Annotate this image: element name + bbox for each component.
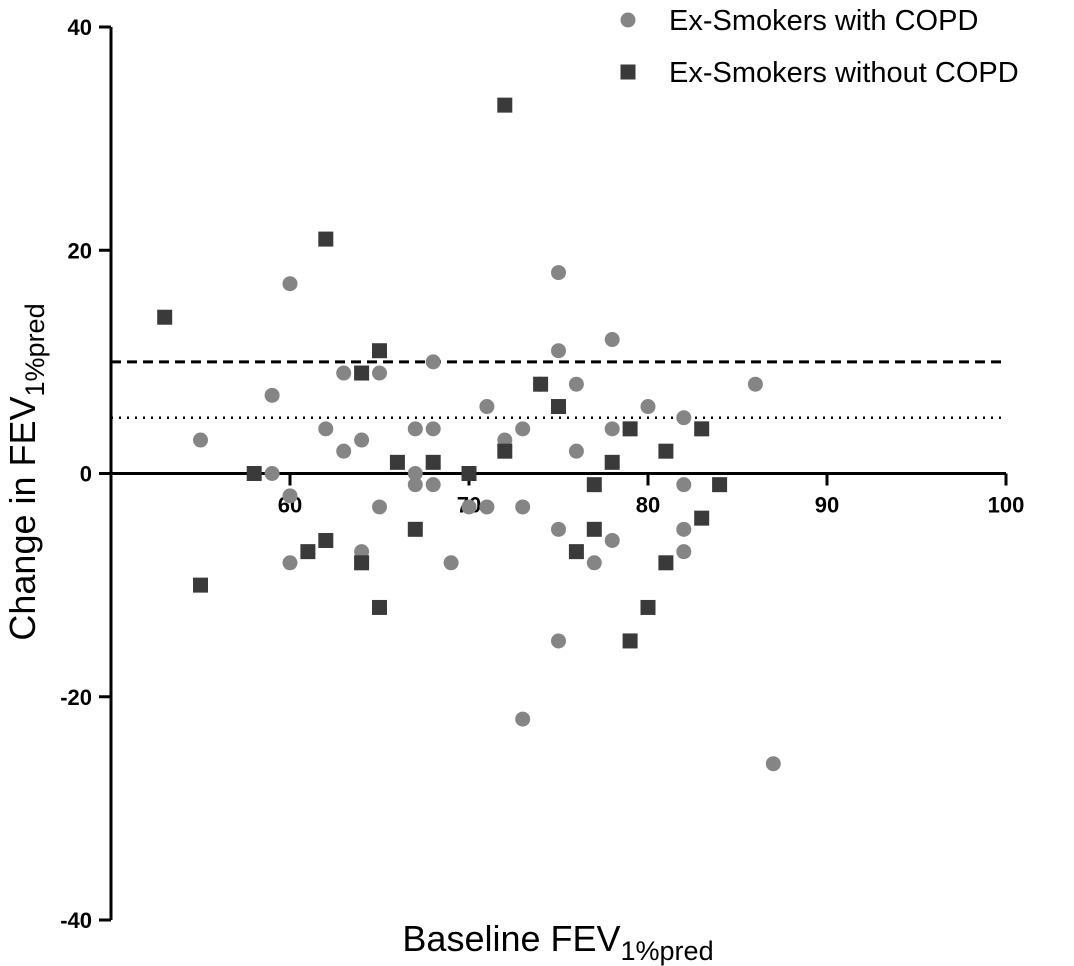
- point-series-1: [282, 276, 298, 292]
- point-series-1: [264, 387, 280, 403]
- point-series-1: [551, 265, 566, 281]
- y-tick-label: 0: [80, 462, 92, 487]
- point-series-2: [694, 510, 710, 526]
- point-series-1: [407, 421, 423, 437]
- point-series-1: [604, 421, 620, 437]
- point-series-2: [622, 421, 638, 437]
- point-series-2: [372, 599, 387, 615]
- point-series-2: [407, 521, 423, 537]
- x-axis-title: Baseline FEV1%pred: [402, 918, 713, 966]
- point-series-1: [765, 756, 781, 772]
- x-tick-label: 100: [988, 493, 1025, 518]
- point-series-2: [389, 454, 405, 470]
- y-tick-label: 20: [68, 238, 92, 263]
- point-series-2: [658, 555, 674, 571]
- legend-marker-square: [620, 64, 636, 80]
- point-series-1: [407, 477, 423, 493]
- y-tick-label: -40: [60, 908, 92, 933]
- point-series-1: [568, 443, 584, 459]
- axes: [109, 27, 1006, 920]
- point-series-1: [551, 521, 566, 537]
- legend-label: Ex-Smokers with COPD: [669, 5, 978, 37]
- y-tick-label: 40: [68, 15, 92, 40]
- point-series-2: [354, 555, 370, 571]
- point-series-2: [694, 421, 710, 437]
- point-series-2: [318, 231, 334, 247]
- reference-lines: [111, 360, 1006, 419]
- point-series-1: [443, 555, 459, 571]
- point-series-1: [479, 399, 495, 415]
- x-tick-label: 90: [815, 493, 839, 518]
- point-series-1: [425, 354, 441, 370]
- point-series-1: [318, 421, 334, 437]
- point-series-1: [479, 499, 495, 515]
- y-tick-label: -20: [60, 685, 92, 710]
- point-series-2: [461, 466, 477, 481]
- point-series-2: [586, 477, 602, 493]
- point-series-1: [264, 466, 280, 481]
- point-series-1: [604, 532, 620, 548]
- x-tick-label: 80: [636, 493, 660, 518]
- point-series-2: [246, 466, 262, 481]
- point-series-1: [586, 555, 602, 571]
- point-series-1: [372, 499, 387, 515]
- point-series-2: [497, 97, 513, 113]
- point-series-2: [604, 454, 620, 470]
- data-points: [157, 97, 781, 772]
- point-series-2: [354, 365, 370, 381]
- point-series-2: [193, 577, 208, 593]
- point-series-1: [640, 399, 656, 415]
- point-series-1: [568, 376, 584, 392]
- point-series-1: [551, 343, 566, 359]
- point-series-2: [568, 544, 584, 560]
- point-series-1: [551, 633, 566, 649]
- point-series-2: [425, 454, 441, 470]
- point-series-2: [300, 544, 316, 560]
- point-series-1: [676, 544, 692, 560]
- point-series-1: [747, 376, 763, 392]
- point-series-1: [354, 432, 370, 448]
- point-series-2: [372, 343, 387, 359]
- point-series-2: [622, 633, 638, 649]
- point-series-2: [712, 477, 728, 493]
- point-series-2: [586, 521, 602, 537]
- point-series-1: [604, 332, 620, 348]
- point-series-1: [193, 432, 208, 448]
- y-axis-ticks: -40 -20 0 20 40: [60, 15, 111, 933]
- point-series-1: [515, 499, 531, 515]
- point-series-2: [318, 532, 334, 548]
- point-series-1: [515, 711, 531, 727]
- point-series-1: [425, 477, 441, 493]
- point-series-1: [372, 365, 387, 381]
- point-series-1: [676, 477, 692, 493]
- point-series-1: [282, 488, 298, 504]
- point-series-1: [336, 443, 352, 459]
- point-series-2: [533, 376, 549, 392]
- point-series-2: [658, 443, 674, 459]
- legend-label: Ex-Smokers without COPD: [669, 57, 1019, 89]
- x-axis-ticks: 60708090100: [278, 473, 1025, 518]
- point-series-1: [515, 421, 531, 437]
- point-series-1: [407, 466, 423, 481]
- point-series-1: [336, 365, 352, 381]
- point-series-1: [282, 555, 298, 571]
- point-series-2: [497, 443, 513, 459]
- point-series-2: [157, 309, 173, 325]
- point-series-2: [640, 599, 656, 615]
- legend-marker-circle: [620, 12, 636, 28]
- legend: Ex-Smokers with COPD Ex-Smokers without C…: [620, 5, 1019, 89]
- point-series-1: [425, 421, 441, 437]
- point-series-1: [676, 410, 692, 426]
- point-series-1: [461, 499, 477, 515]
- point-series-1: [676, 521, 692, 537]
- point-series-2: [551, 399, 566, 415]
- y-axis-title: Change in FEV1%pred: [2, 303, 50, 640]
